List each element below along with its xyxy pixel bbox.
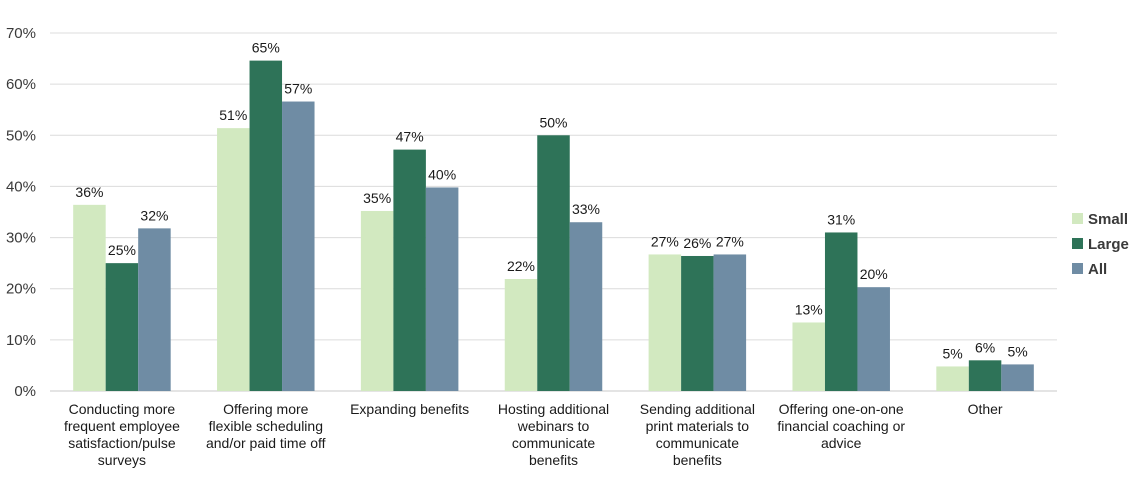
x-category-label-line: Offering one-on-one	[779, 401, 904, 417]
bar-all	[713, 254, 747, 391]
x-category-label-line: advice	[821, 435, 862, 451]
x-category-label-line: flexible scheduling	[209, 418, 323, 434]
y-tick-label: 0%	[14, 383, 36, 400]
legend-label-large: Large	[1088, 236, 1129, 253]
x-category-label-line: frequent employee	[64, 418, 180, 434]
x-category-label-line: financial coaching or	[777, 418, 905, 434]
data-label: 13%	[795, 301, 823, 317]
legend-swatch-large	[1072, 238, 1083, 249]
data-label: 36%	[75, 184, 103, 200]
data-label: 47%	[396, 129, 424, 145]
x-category-label-line: satisfaction/pulse	[68, 435, 176, 451]
y-tick-label: 10%	[6, 332, 36, 349]
x-category-label-line: communicate	[656, 435, 739, 451]
bar-large	[681, 255, 714, 391]
bars	[73, 60, 1034, 392]
x-category-label-line: communicate	[512, 435, 595, 451]
data-label: 5%	[942, 345, 962, 361]
data-label: 32%	[140, 207, 168, 223]
x-axis: Conducting more frequent employee satisfac…	[64, 401, 1003, 468]
bar-large	[105, 263, 139, 391]
data-label: 65%	[252, 40, 280, 56]
x-category-label-line: benefits	[673, 452, 722, 468]
data-label: 57%	[284, 81, 312, 97]
bar-all	[857, 287, 890, 391]
data-label: 35%	[363, 190, 391, 206]
data-label: 26%	[683, 235, 711, 251]
y-tick-label: 50%	[6, 127, 36, 144]
bar-small	[360, 210, 394, 391]
bar-small	[648, 254, 682, 391]
legend-swatch-small	[1072, 213, 1083, 224]
bar-small	[792, 322, 825, 391]
legend-label-small: Small	[1088, 211, 1128, 228]
data-labels: 36%25%32%51%65%57%35%47%40%22%50%33%27% 2…	[75, 40, 1027, 362]
x-category-label: Sending additional print materials to comm…	[640, 401, 755, 468]
bar-all	[282, 101, 315, 391]
bar-all	[138, 228, 171, 391]
x-category-label-line: Expanding benefits	[350, 401, 469, 417]
data-label: 20%	[860, 266, 888, 282]
x-category-label: Offering one-on-one financial coaching or…	[777, 401, 905, 451]
data-label: 51%	[219, 107, 247, 123]
x-category-label-line: print materials to	[646, 418, 750, 434]
x-category-label-line: Offering more	[223, 401, 309, 417]
x-category-label-line: benefits	[529, 452, 578, 468]
bar-all	[425, 187, 459, 391]
x-category-label-line: Sending additional	[640, 401, 755, 417]
legend-label-all: All	[1088, 261, 1107, 278]
bar-large	[249, 60, 283, 392]
x-category-label-line: Conducting more	[69, 401, 176, 417]
data-label: 31%	[827, 211, 855, 227]
data-label: 5%	[1007, 343, 1027, 359]
bar-large	[824, 232, 858, 391]
y-tick-label: 20%	[6, 281, 36, 298]
bar-small	[217, 128, 250, 391]
legend: Small Large All	[1072, 211, 1129, 278]
data-label: 6%	[975, 339, 995, 355]
data-label: 40%	[428, 166, 456, 182]
x-category-label-line: surveys	[98, 452, 146, 468]
x-category-label-line: webinars to	[517, 418, 590, 434]
bar-small	[504, 278, 538, 391]
x-category-label: Offering more flexible scheduling and/or p…	[206, 401, 326, 451]
y-tick-label: 40%	[6, 178, 36, 195]
x-category-label: Conducting more frequent employee satisfac…	[64, 401, 180, 468]
data-label: 27%	[716, 233, 744, 249]
x-category-label: Other	[968, 401, 1003, 417]
data-label: 22%	[507, 258, 535, 274]
legend-swatch-all	[1072, 263, 1083, 274]
bar-large	[968, 360, 1002, 391]
data-label: 50%	[539, 114, 567, 130]
bar-small	[936, 366, 969, 391]
bar-all	[1001, 364, 1034, 391]
data-label: 27%	[651, 233, 679, 249]
data-label: 33%	[572, 201, 600, 217]
x-category-label-line: Hosting additional	[498, 401, 609, 417]
bar-large	[537, 135, 570, 391]
bar-all	[569, 222, 603, 391]
y-axis: 0% 10% 20% 30% 40% 50% 60% 70%	[6, 25, 36, 400]
bar-large	[393, 149, 426, 391]
bar-small	[73, 204, 106, 391]
x-category-label-line: and/or paid time off	[206, 435, 326, 451]
x-category-label: Expanding benefits	[350, 401, 469, 417]
x-category-label-line: Other	[968, 401, 1003, 417]
y-tick-label: 70%	[6, 25, 36, 42]
y-tick-label: 60%	[6, 76, 36, 93]
y-tick-label: 30%	[6, 230, 36, 247]
x-category-label: Hosting additional webinars to communicate…	[498, 401, 609, 468]
data-label: 25%	[108, 242, 136, 258]
